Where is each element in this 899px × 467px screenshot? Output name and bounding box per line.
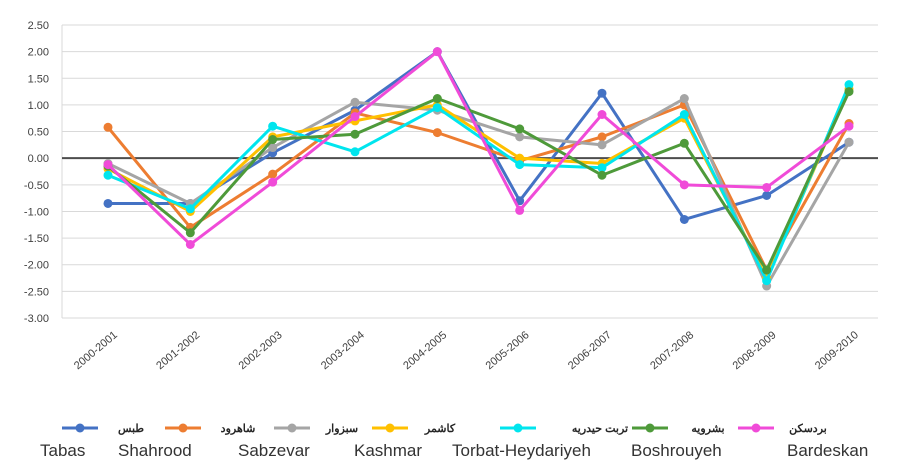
data-point (844, 137, 854, 147)
x-tick-label: 2006-2007 (566, 329, 614, 372)
legend-marker (513, 423, 523, 433)
data-point (844, 80, 854, 90)
data-point (350, 129, 360, 139)
data-point (844, 121, 854, 131)
data-point (268, 121, 278, 131)
data-point (844, 87, 854, 97)
x-tick-label: 2007-2008 (648, 329, 696, 372)
y-tick-label: -2.00 (24, 260, 49, 272)
data-point (515, 124, 525, 134)
data-point (432, 47, 442, 57)
data-point (515, 160, 525, 170)
x-tick-label: 2005-2006 (484, 329, 532, 372)
data-point (762, 190, 772, 200)
latin-label-torbat-heydariyeh: Torbat-Heydariyeh (452, 441, 591, 460)
data-point (679, 138, 689, 148)
series-line (107, 88, 851, 280)
data-point (432, 128, 442, 138)
x-tick-label: 2002-2003 (237, 329, 285, 372)
data-point (350, 97, 360, 107)
legend-marker (178, 423, 188, 433)
latin-label-kashmar: Kashmar (354, 441, 423, 460)
data-point (350, 112, 360, 122)
data-point (515, 153, 525, 163)
legend-marker (385, 423, 395, 433)
legend-marker (645, 423, 655, 433)
data-point (597, 109, 607, 119)
data-point (597, 140, 607, 150)
data-point (350, 147, 360, 157)
data-point (185, 204, 195, 214)
data-point (762, 265, 772, 275)
data-point (679, 180, 689, 190)
x-tick-label: 2004-2005 (401, 329, 449, 372)
legend-label: کاشمر (424, 423, 456, 435)
legend-label: بردسکن (789, 423, 827, 435)
y-tick-label: 2.50 (28, 20, 49, 32)
y-tick-label: -1.50 (24, 233, 49, 245)
data-point (597, 132, 607, 142)
series-line (107, 90, 851, 272)
legend-label: تربت حیدریه (572, 423, 628, 435)
data-point (679, 109, 689, 119)
y-tick-label: -1.00 (24, 206, 49, 218)
legend-marker (751, 423, 761, 433)
data-point (432, 103, 442, 113)
data-point (597, 88, 607, 98)
legend-marker (287, 423, 297, 433)
data-point (597, 163, 607, 173)
data-point (268, 177, 278, 187)
chart-svg: 2.50 2.00 1.50 1.00 0.50 0.00 -0.50 -1.00 -1.50 -… (24, 20, 878, 435)
x-tick-label: 2008-2009 (731, 329, 779, 372)
data-point (597, 170, 607, 180)
latin-label-tabas: Tabas (40, 441, 86, 460)
x-tick-label: 2001-2002 (154, 329, 202, 372)
y-tick-label: 1.00 (28, 100, 49, 112)
data-point (103, 122, 113, 132)
latin-label-sabzevar: Sabzevar (238, 441, 310, 460)
legend-marker (75, 423, 85, 433)
data-point (268, 169, 278, 179)
data-point (432, 94, 442, 104)
data-point (679, 94, 689, 104)
y-tick-label: -0.50 (24, 180, 49, 192)
data-point (268, 143, 278, 153)
data-point (762, 182, 772, 192)
x-tick-label: 2003-2004 (319, 329, 367, 372)
legend-label: شاهرود (221, 423, 256, 435)
y-tick-label: -2.50 (24, 286, 49, 298)
legend-label: بشرویه (691, 423, 724, 435)
series-line (106, 50, 850, 246)
data-point (103, 198, 113, 208)
y-tick-label: 1.50 (28, 73, 49, 85)
data-point (103, 170, 113, 180)
data-point (185, 228, 195, 238)
data-point (762, 276, 772, 286)
x-tick-label: 2009-2010 (813, 329, 861, 372)
data-point (515, 205, 525, 215)
y-tick-label: 0.50 (28, 127, 49, 139)
series-line (107, 84, 851, 283)
data-point (679, 214, 689, 224)
legend-label: طبس (118, 423, 144, 435)
data-point (515, 132, 525, 142)
data-point (268, 135, 278, 145)
data-point (103, 160, 113, 170)
y-tick-label: -3.00 (24, 313, 49, 325)
x-tick-label: 2000-2001 (72, 329, 120, 372)
latin-label-shahrood: Shahrood (118, 441, 192, 460)
data-point (185, 239, 195, 249)
y-tick-label: 0.00 (28, 153, 49, 165)
latin-label-bardeskan: Bardeskan (787, 441, 869, 460)
latin-label-boshrouyeh: Boshrouyeh (631, 441, 722, 460)
legend-label: سبزوار (325, 423, 358, 435)
y-tick-label: 2.00 (28, 47, 49, 59)
